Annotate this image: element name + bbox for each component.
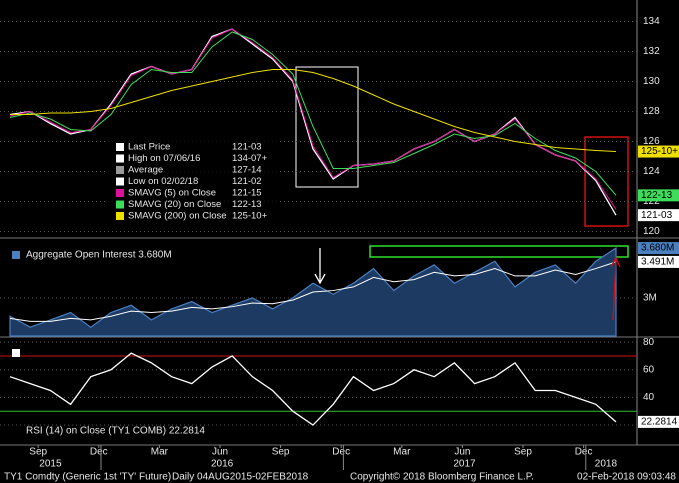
legend-swatch — [116, 166, 124, 174]
price-tag — [638, 209, 679, 222]
x-tick-label: Mar — [151, 447, 169, 458]
arrow — [610, 256, 621, 321]
panel-title: Aggregate Open Interest 3.680M — [26, 250, 172, 261]
year-label: 2018 — [595, 459, 618, 470]
value-tag-label: 3.491M — [641, 257, 674, 268]
arrow — [314, 248, 326, 285]
price-tag — [638, 145, 679, 158]
x-tick-label: Dec — [575, 447, 593, 458]
value-tag — [638, 255, 679, 268]
y-tick-label: 130 — [643, 76, 660, 87]
legend-swatch — [116, 154, 124, 163]
value-tag — [638, 415, 679, 428]
y-tick-label: 60 — [643, 364, 655, 375]
legend-name: Last Price — [128, 142, 170, 153]
y-tick-label: 132 — [643, 46, 660, 57]
y-tick-label: 126 — [643, 136, 660, 147]
legend-name: Average — [128, 165, 163, 176]
y-tick-label: 124 — [643, 166, 660, 177]
y-tick-label: 80 — [643, 337, 655, 348]
legend-name: High on 07/06/16 — [128, 153, 200, 164]
footer-timestamp: 02-Feb-2018 09:03:48 — [577, 472, 676, 483]
legend-value: 121-02 — [232, 176, 262, 187]
legend-swatch — [116, 189, 124, 197]
legend-swatch — [116, 200, 124, 209]
footer-security: TY1 Comdty (Generic 1st 'TY' Future) — [4, 472, 171, 483]
x-tick-label: Mar — [393, 447, 411, 458]
legend-name: SMAVG (200) on Close — [128, 211, 227, 222]
footer-copyright: Copyright© 2018 Bloomberg Finance L.P. — [350, 472, 534, 483]
x-tick-label: Sep — [29, 447, 47, 458]
legend-value: 134-07+ — [232, 153, 268, 164]
highlight-box — [369, 245, 629, 258]
y-tick-label: 3M — [643, 293, 657, 304]
price-tag-label: 122-13 — [641, 190, 673, 201]
y-tick-label: 128 — [643, 106, 660, 117]
y-tick-label: 122 — [643, 196, 660, 207]
x-tick-label: Sep — [272, 447, 290, 458]
value-tag — [638, 242, 679, 255]
legend-value: 125-10+ — [232, 211, 268, 222]
legend-value: 121-15 — [232, 188, 262, 199]
highlight-box — [584, 136, 629, 227]
legend-swatch — [12, 349, 20, 357]
value-tag-label: 22.2814 — [641, 417, 678, 428]
legend-value: 121-03 — [232, 142, 262, 153]
legend-swatch — [116, 143, 124, 151]
series-line — [9, 28, 617, 210]
highlight-box — [295, 66, 359, 188]
legend-swatch — [12, 251, 20, 259]
x-tick-label: Dec — [90, 447, 108, 458]
legend-swatch — [116, 177, 124, 186]
x-tick-label: Sep — [514, 447, 532, 458]
series-line — [9, 31, 617, 196]
price-tag — [638, 189, 679, 202]
legend-name: SMAVG (20) on Close — [128, 199, 221, 210]
price-tag-label: 125-10+ — [641, 146, 678, 157]
legend-name: SMAVG (5) on Close — [128, 188, 216, 199]
x-tick-label: Jun — [212, 447, 228, 458]
y-tick-label: 134 — [643, 16, 660, 27]
x-tick-label: Jun — [454, 447, 470, 458]
year-label: 2015 — [39, 459, 62, 470]
series-line — [9, 352, 617, 426]
year-label: 2017 — [453, 459, 476, 470]
x-tick-label: Dec — [332, 447, 350, 458]
series-line — [9, 28, 617, 216]
legend-value: 122-13 — [232, 199, 262, 210]
value-tag-label: 3.680M — [641, 243, 674, 254]
legend: Last Price 121-03 High on 07/06/16 134-07+ A… — [108, 140, 280, 226]
y-tick-label: 40 — [643, 392, 655, 403]
legend-value: 127-14 — [232, 165, 262, 176]
y-tick-label: 120 — [643, 226, 660, 237]
price-tag-label: 121-03 — [641, 210, 673, 221]
series-line — [10, 69, 617, 153]
footer-range: Daily 04AUG2015-02FEB2018 — [172, 472, 309, 483]
legend-bg — [108, 140, 280, 226]
legend-swatch — [116, 212, 124, 220]
series-line — [9, 261, 617, 322]
panel-title: RSI (14) on Close (TY1 COMB) 22.2814 — [26, 426, 205, 437]
legend-name: Low on 02/02/18 — [128, 176, 198, 187]
year-label: 2016 — [211, 459, 234, 470]
